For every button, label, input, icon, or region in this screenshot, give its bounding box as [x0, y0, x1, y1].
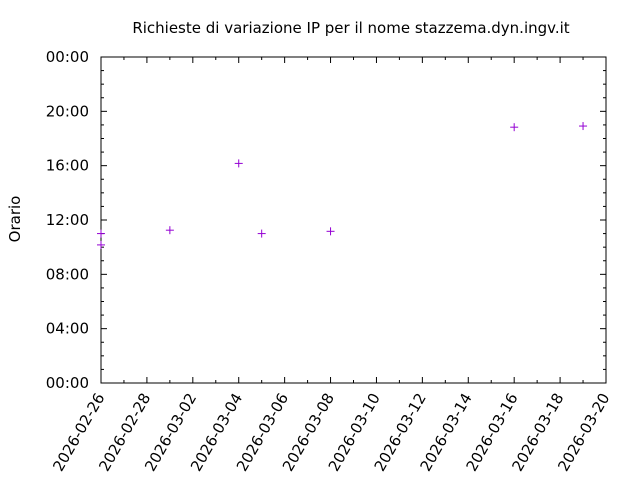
data-point — [234, 159, 243, 168]
y-tick-label: 00:00 — [46, 48, 89, 66]
plot-frame — [100, 56, 607, 384]
data-point — [326, 227, 335, 236]
data-point — [257, 229, 266, 238]
y-tick-label: 20:00 — [46, 102, 89, 120]
y-tick-label: 08:00 — [46, 265, 89, 283]
x-axis: 2026-02-262026-02-282026-03-022026-03-04… — [49, 57, 613, 475]
data-point — [579, 122, 588, 131]
y-tick-label: 16:00 — [46, 157, 89, 175]
y-axis-label: Orario — [6, 196, 24, 243]
data-points — [97, 122, 588, 249]
data-point — [97, 240, 105, 249]
data-point — [165, 226, 174, 235]
y-tick-label: 00:00 — [46, 374, 89, 392]
data-point — [97, 229, 105, 238]
y-tick-label: 04:00 — [46, 320, 89, 338]
chart-title: Richieste di variazione IP per il nome s… — [132, 19, 569, 37]
y-axis: 00:00 04:00 08:00 12:00 16:00 20:00 00:00 — [46, 48, 606, 392]
data-point — [510, 123, 519, 132]
y-tick-label: 12:00 — [46, 211, 89, 229]
